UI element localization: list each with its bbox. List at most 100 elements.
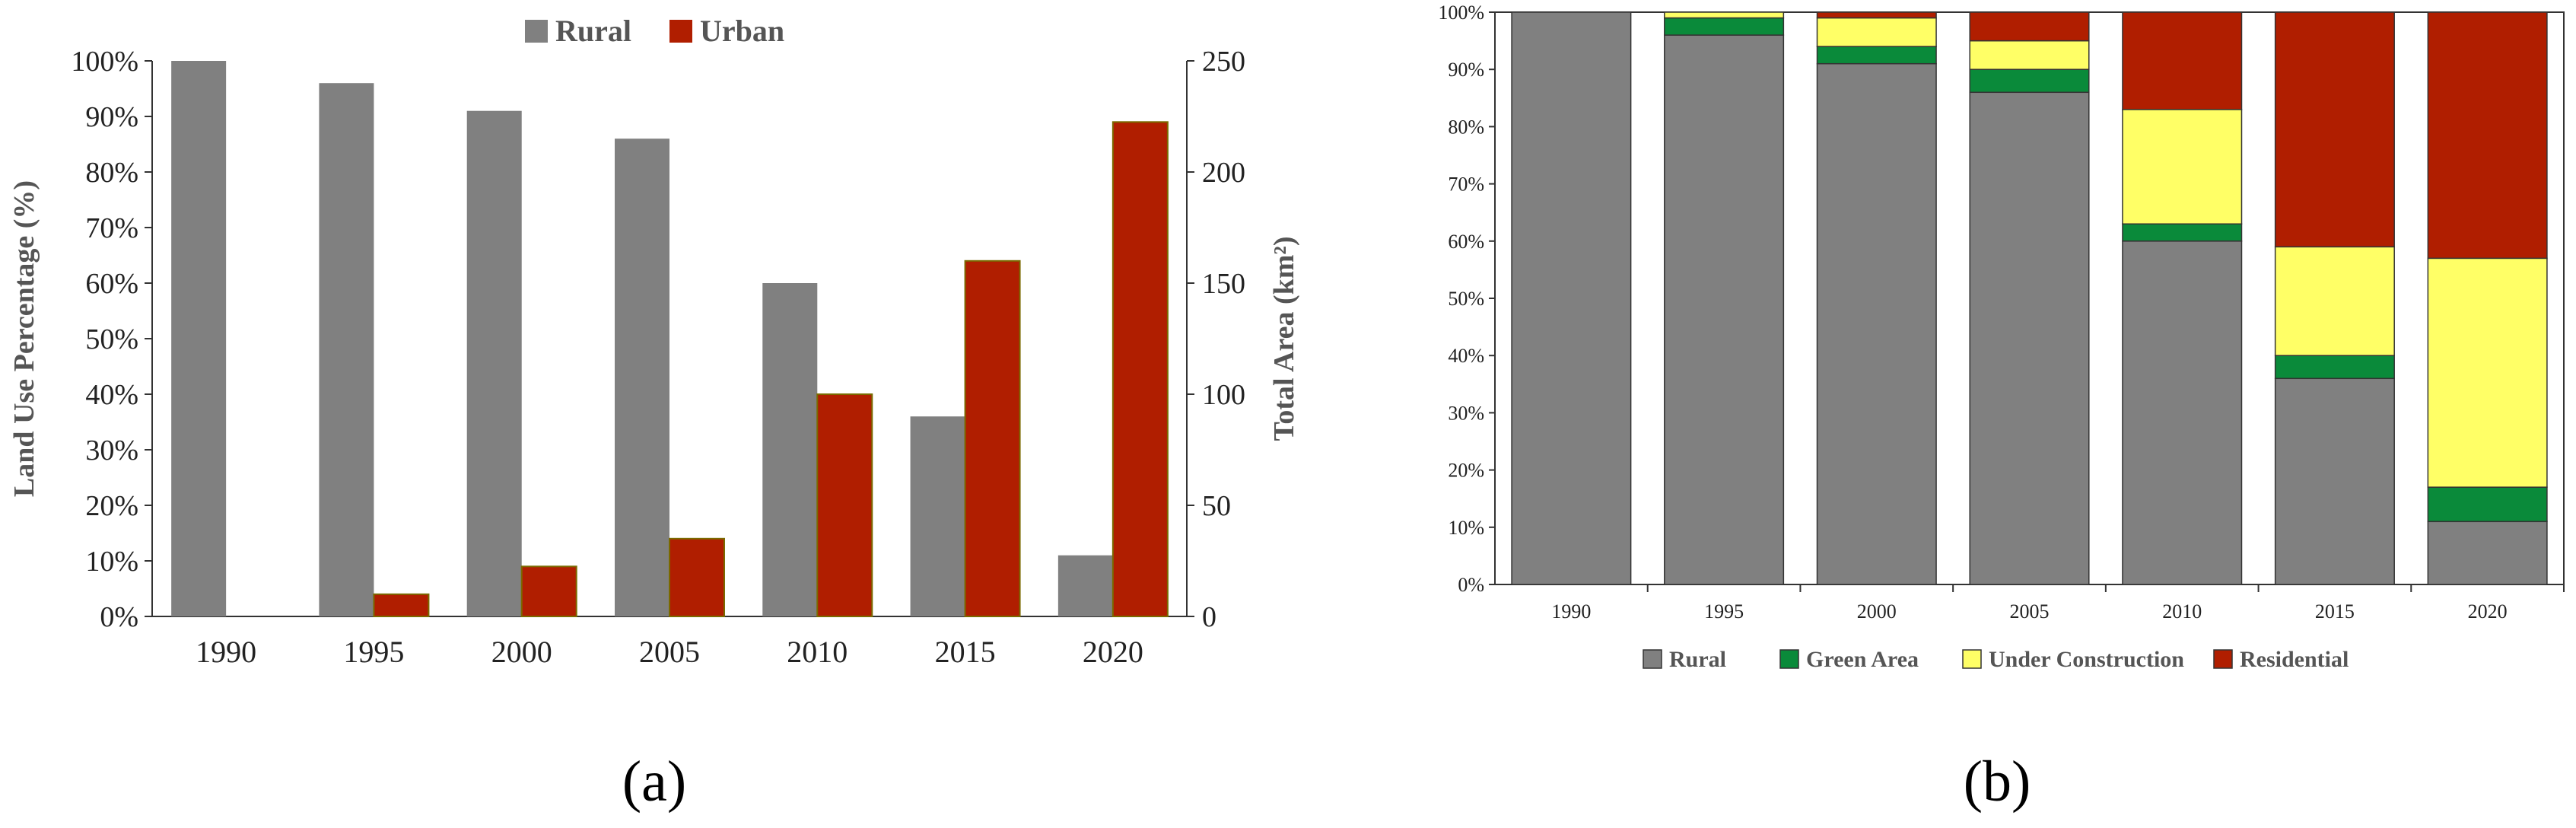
chart-b-bar-segment-green-area <box>2122 223 2243 242</box>
chart-a-x-tick-label: 2005 <box>639 635 700 669</box>
chart-b-y-tick-label: 30% <box>1448 402 1484 424</box>
chart-a-bar-rural <box>1057 555 1113 616</box>
chart-a-y-tick-label: 30% <box>85 435 138 467</box>
chart-a-y-tick-label: 90% <box>85 101 138 133</box>
chart-a-legend-label-rural: Rural <box>555 14 631 48</box>
chart-a-bar-rural <box>762 283 818 616</box>
chart-b-legend-label-rural: Rural <box>1669 647 1726 672</box>
chart-a-legend-swatch-rural <box>525 20 548 43</box>
chart-b-y-tick-label: 90% <box>1448 59 1484 81</box>
chart-b-bar-segment-green-area <box>2274 355 2395 380</box>
chart-b-y-tick-label: 70% <box>1448 174 1484 196</box>
chart-b-legend-swatch-under-construction <box>1962 649 1982 669</box>
chart-b-y-tick-label: 100% <box>1438 2 1484 24</box>
chart-b-bar-segment-under-construction <box>2122 109 2243 225</box>
chart-b-svg: 0% 10% 20% 30% 40% 50% 60% 70% 80% 90% 100% 1990 199… <box>1438 2 2565 814</box>
chart-a-y2-tick-label: 100 <box>1202 379 1245 411</box>
chart-b-bar-segment-under-construction <box>1969 40 2090 70</box>
chart-a-bar-rural <box>466 110 522 616</box>
chart-b-bar-segment-green-area <box>1664 17 1785 36</box>
chart-b-bar-segment-residential <box>1816 11 1937 19</box>
chart-b-legend-swatch-green-area <box>1779 649 1799 669</box>
chart-b-bar-segment-residential <box>1969 11 2090 42</box>
chart-a-bar-urban <box>520 565 577 617</box>
chart-b-x-tick-label: 2015 <box>2315 600 2355 623</box>
chart-a-y-axis-title: Land Use Percentage (%) <box>8 180 40 497</box>
chart-b-y-tick-label: 0% <box>1458 574 1484 596</box>
chart-a-bar-urban <box>964 260 1021 617</box>
chart-b-bar-segment-green-area <box>1816 46 1937 65</box>
chart-b-bar-segment-rural <box>2274 377 2395 585</box>
chart-a-panel-label: (a) <box>622 750 686 814</box>
chart-b-bar-segment-under-construction <box>1664 11 1785 19</box>
chart-a-x-tick-label: 2000 <box>491 635 552 669</box>
chart-a-y2-axis-title: Total Area (km²) <box>1268 237 1300 441</box>
chart-b-bar-segment-rural <box>1664 34 1785 585</box>
chart-b-x-tick-label: 1995 <box>1704 600 1744 623</box>
chart-a-bar-urban <box>1111 121 1169 618</box>
chart-b-y-tick-label: 40% <box>1448 345 1484 367</box>
chart-panel-a: 0% 10% 20% 30% 40% 50% 60% 70% 80% 90% 100% 0 50 100 1… <box>8 14 1300 814</box>
chart-b-y-tick-label: 80% <box>1448 116 1484 138</box>
chart-a-y-tick-label: 50% <box>85 323 138 355</box>
chart-a-y2-tick-label: 150 <box>1202 268 1245 300</box>
chart-a-bar-urban <box>669 537 725 617</box>
chart-a-y-tick-label: 20% <box>85 490 138 522</box>
chart-a-x-tick-label: 2020 <box>1083 635 1143 669</box>
chart-b-x-tick-label: 1990 <box>1551 600 1591 623</box>
chart-b-y-tick-label: 60% <box>1448 231 1484 253</box>
chart-b-x-tick-label: 2010 <box>2162 600 2202 623</box>
chart-b-y-tick-label: 10% <box>1448 517 1484 539</box>
chart-a-y-tick-label: 40% <box>85 379 138 411</box>
chart-b-bar-segment-residential <box>2122 11 2243 110</box>
chart-b-bar-segment-under-construction <box>1816 17 1937 47</box>
chart-b-bar-segment-residential <box>2427 11 2548 260</box>
chart-b-bar-segment-green-area <box>2427 486 2548 523</box>
chart-a-legend-swatch-urban <box>669 20 692 43</box>
chart-a-bar-urban <box>816 393 873 617</box>
chart-b-legend-swatch-rural <box>1643 649 1662 669</box>
chart-a-x-tick-label: 2010 <box>787 635 848 669</box>
chart-b-legend-swatch-residential <box>2213 649 2233 669</box>
chart-b-legend-label-residential: Residential <box>2240 647 2349 672</box>
chart-a-x-tick-label: 1990 <box>196 635 256 669</box>
chart-a-bar-rural <box>319 83 374 616</box>
chart-b-y-tick-label: 50% <box>1448 288 1484 310</box>
chart-b-plot: 0% 10% 20% 30% 40% 50% 60% 70% 80% 90% 100% 1990 199… <box>1438 2 2565 672</box>
chart-b-bar-segment-under-construction <box>2427 257 2548 488</box>
chart-a-bar-rural <box>910 416 965 616</box>
chart-a-y-tick-label: 80% <box>85 157 138 189</box>
chart-panel-b: 0% 10% 20% 30% 40% 50% 60% 70% 80% 90% 100% 1990 199… <box>1309 0 2576 828</box>
chart-a-y-tick-label: 10% <box>85 546 138 578</box>
chart-b-x-tick-label: 2000 <box>1857 600 1897 623</box>
chart-a-svg: 0% 10% 20% 30% 40% 50% 60% 70% 80% 90% 100% 0 50 100 1… <box>8 14 1300 814</box>
chart-b-bar-segment-rural <box>1969 91 2090 585</box>
chart-b-legend-label-green-area: Green Area <box>1806 647 1919 672</box>
chart-a-x-tick-label: 2015 <box>935 635 996 669</box>
chart-b-panel-label: (b) <box>1964 750 2031 814</box>
chart-b-bar-segment-rural <box>1816 62 1937 585</box>
chart-a-y-tick-label: 0% <box>100 601 138 633</box>
chart-b-bar-segment-under-construction <box>2274 246 2395 356</box>
chart-b-bar-segment-residential <box>2274 11 2395 248</box>
chart-a-bar-rural <box>171 61 227 616</box>
chart-b-x-tick-label: 2005 <box>2010 600 2050 623</box>
chart-a-y-tick-label: 100% <box>71 46 138 78</box>
chart-a-legend-label-urban: Urban <box>700 14 784 48</box>
chart-a-y-tick-label: 60% <box>85 268 138 300</box>
chart-a-x-tick-label: 1995 <box>343 635 404 669</box>
chart-a-y-tick-label: 70% <box>85 212 138 244</box>
chart-b-bar-segment-green-area <box>1969 68 2090 94</box>
chart-b-legend-label-under-construction: Under Construction <box>1989 647 2184 672</box>
chart-b-bar-segment-rural <box>2122 240 2243 585</box>
chart-b-y-tick-label: 20% <box>1448 460 1484 482</box>
chart-a-y2-tick-label: 200 <box>1202 157 1245 189</box>
chart-b-bar-segment-rural <box>1511 11 1632 585</box>
chart-a-y2-tick-label: 50 <box>1202 490 1231 522</box>
chart-b-x-tick-label: 2020 <box>2468 600 2508 623</box>
chart-a-bar-rural <box>615 139 669 616</box>
chart-b-bar-segment-rural <box>2427 521 2548 585</box>
chart-a-bar-urban <box>373 593 430 617</box>
chart-a-y2-tick-label: 250 <box>1202 46 1245 78</box>
chart-a-plot: 0% 10% 20% 30% 40% 50% 60% 70% 80% 90% 100% 0 50 100 1… <box>71 14 1245 669</box>
